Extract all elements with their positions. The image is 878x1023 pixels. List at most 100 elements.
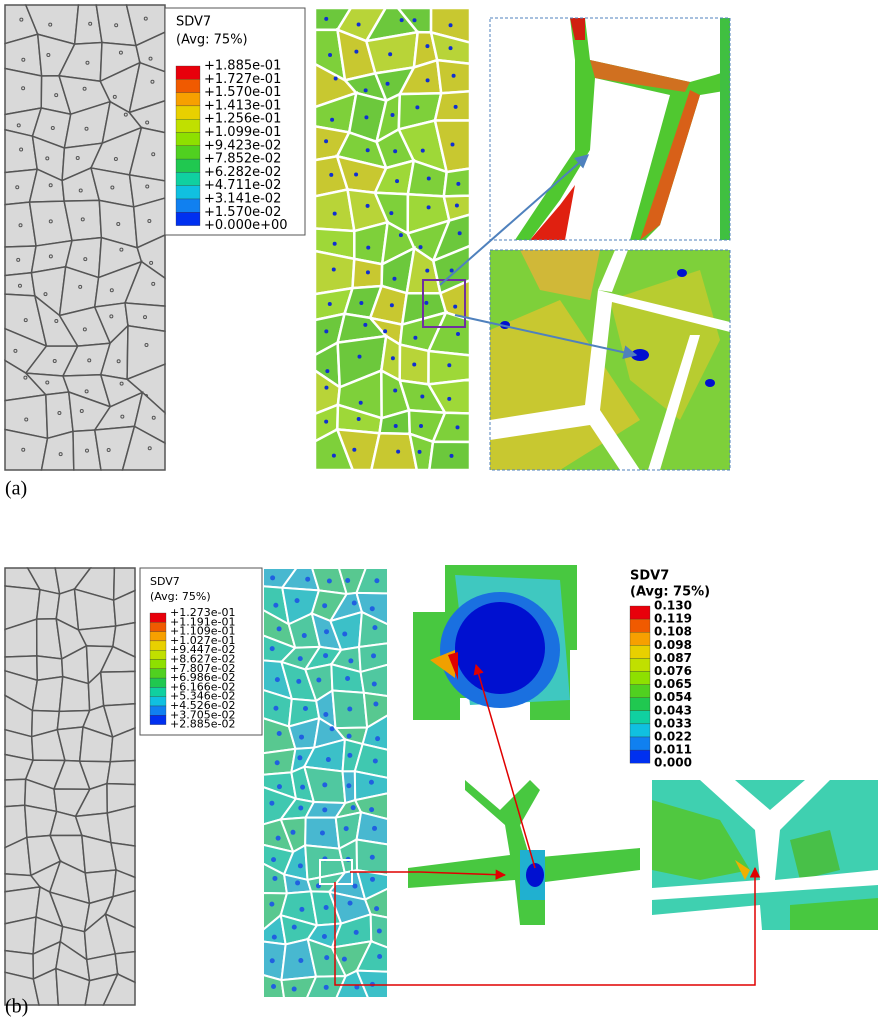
pore <box>13 348 18 353</box>
pore <box>85 60 90 65</box>
legend-label: 0.108 <box>654 625 692 639</box>
pore <box>399 18 404 23</box>
pore <box>373 701 379 707</box>
pore <box>19 17 24 22</box>
legend-swatch <box>629 671 651 685</box>
pore <box>119 247 124 252</box>
pore <box>420 148 425 153</box>
pore <box>454 203 459 208</box>
pore <box>16 123 21 128</box>
pore <box>321 933 327 939</box>
legend-subtitle: (Avg: 75%) <box>176 33 248 48</box>
pore <box>393 388 398 393</box>
pore <box>270 575 276 581</box>
legend-label: +1.099e-01 <box>204 125 281 140</box>
pore <box>84 389 89 394</box>
legend-swatch <box>149 622 167 632</box>
pore <box>323 712 329 718</box>
zoom-top-a <box>490 18 730 240</box>
pore <box>412 362 417 367</box>
pore <box>83 257 88 262</box>
pore <box>356 417 361 422</box>
pore <box>15 185 20 190</box>
pore <box>149 260 154 265</box>
legend-swatch <box>149 668 167 679</box>
pore <box>269 646 275 652</box>
pore <box>119 381 124 386</box>
zoom-frame <box>489 249 731 471</box>
legend-swatch <box>149 659 167 669</box>
pore <box>346 733 352 739</box>
pore <box>457 231 462 236</box>
legend-label: 0.065 <box>654 677 692 691</box>
pore <box>18 223 23 228</box>
legend-title: SDV7 <box>176 15 211 30</box>
zoom-frame <box>489 17 731 241</box>
pore <box>425 78 430 83</box>
pore <box>448 46 453 51</box>
pore <box>413 335 418 340</box>
legend-label: +6.282e-02 <box>204 165 281 180</box>
pore <box>54 93 59 98</box>
pore <box>151 415 156 420</box>
pore <box>333 76 338 81</box>
pore <box>455 331 460 336</box>
legend-label: +4.711e-02 <box>204 178 281 193</box>
pore <box>371 653 377 659</box>
pore <box>45 156 50 161</box>
pore <box>276 626 282 632</box>
pore <box>57 411 62 416</box>
pore <box>332 241 337 246</box>
legend-swatch <box>149 687 167 697</box>
pore <box>84 448 89 453</box>
pore <box>327 301 332 306</box>
pore <box>297 656 303 662</box>
pore <box>276 784 282 790</box>
pore <box>325 369 330 374</box>
legend-label: +3.705e-02 <box>170 708 235 721</box>
pore <box>354 49 359 54</box>
pore <box>374 906 380 912</box>
pore <box>326 578 332 584</box>
pore <box>324 385 329 390</box>
pore <box>21 57 26 62</box>
pore <box>352 447 357 452</box>
pore <box>78 188 83 193</box>
pore <box>116 359 121 364</box>
pore <box>75 155 80 160</box>
pore <box>368 779 374 785</box>
legend-swatch <box>175 105 201 120</box>
pore <box>323 984 329 990</box>
legend-swatch <box>175 79 201 93</box>
pore <box>274 760 280 766</box>
pore <box>145 120 150 125</box>
grain <box>106 805 136 847</box>
grain <box>31 675 64 713</box>
pore <box>424 300 429 305</box>
pore <box>271 934 277 940</box>
pore <box>324 139 329 144</box>
legend-label: 0.119 <box>654 612 692 626</box>
legend-label: 0.098 <box>654 638 692 652</box>
pore <box>447 396 452 401</box>
pore <box>354 984 360 990</box>
pore <box>322 782 328 788</box>
pore <box>417 449 422 454</box>
pore <box>366 245 371 250</box>
legend-swatch <box>149 640 167 651</box>
arrow <box>473 663 536 869</box>
legend-swatch <box>149 677 167 688</box>
pore <box>324 419 329 424</box>
legend-swatch <box>629 697 651 711</box>
pore <box>143 16 148 21</box>
grain <box>433 89 472 122</box>
pore <box>114 23 119 28</box>
grain <box>4 916 37 955</box>
pore <box>324 329 329 334</box>
legend-title: SDV7 <box>150 575 180 588</box>
pore <box>272 875 278 881</box>
pore <box>80 217 85 222</box>
legend-subtitle: (Avg: 75%) <box>630 585 710 600</box>
pore <box>375 736 381 742</box>
pore <box>396 449 401 454</box>
